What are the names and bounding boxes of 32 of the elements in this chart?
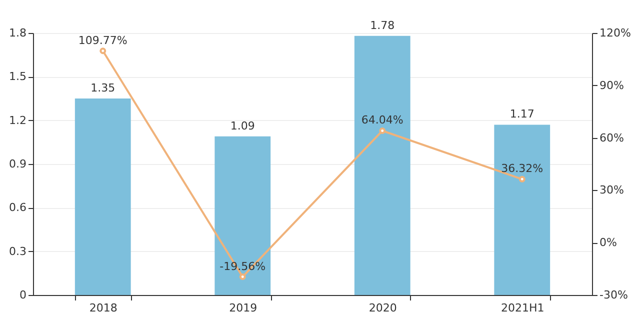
y2-tick-label: 30% [600, 184, 624, 197]
point [100, 48, 106, 54]
y2-tick-label: 60% [600, 131, 624, 144]
point [379, 128, 386, 134]
y2-tick-label: 0% [600, 236, 617, 250]
data-label: 1.35 [90, 82, 116, 94]
data-label: 1.09 [230, 119, 255, 132]
data-label: 36.32% [501, 162, 544, 176]
y2-tick-label: 90% [600, 78, 624, 92]
point [518, 176, 526, 182]
data-label: 109.77% [78, 34, 128, 47]
data-label: 1.17 [510, 108, 534, 121]
x-tick-label: 2018 [89, 302, 118, 314]
point [239, 274, 246, 280]
x-tick-label: 2019 [229, 302, 258, 314]
y-tick-label: 0.9 [9, 158, 26, 170]
bar [74, 98, 131, 295]
bar [354, 36, 410, 295]
y-tick-label: 1.5 [9, 70, 26, 84]
y-tick-label: 1.8 [9, 26, 26, 40]
y2-tick-label: -30% [600, 288, 628, 302]
data-label: 64.04% [361, 114, 404, 127]
bar [214, 136, 271, 295]
x-tick-label: 2021H1 [500, 302, 544, 314]
data-label: 1.78 [370, 18, 395, 32]
bar [494, 124, 550, 295]
x-tick-label: 2020 [368, 302, 397, 314]
y-tick-label: 0 [20, 288, 26, 302]
y-tick-label: 0.6 [9, 201, 26, 214]
y-tick-label: 0.3 [9, 244, 26, 258]
y-tick-label: 1.2 [9, 114, 26, 127]
y2-tick-label: 120% [600, 26, 631, 40]
